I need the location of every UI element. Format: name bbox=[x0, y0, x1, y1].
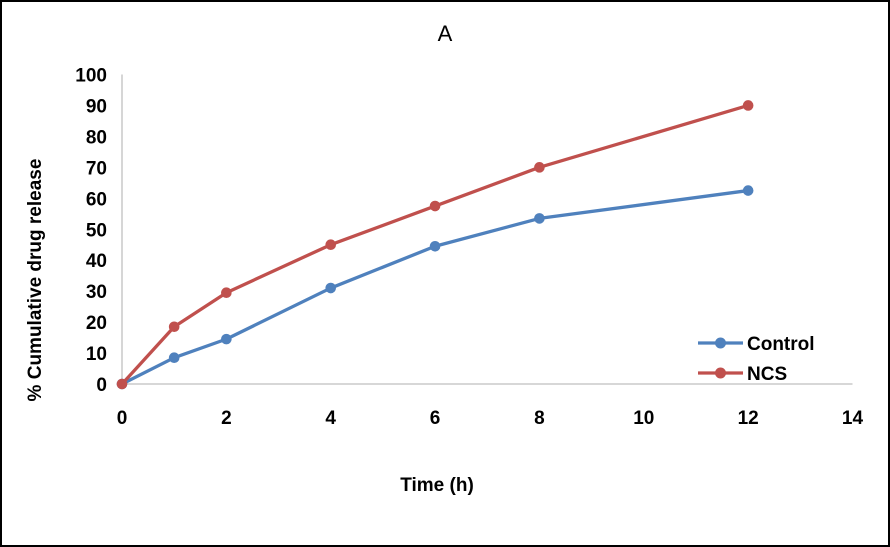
x-tick-label: 12 bbox=[738, 408, 759, 429]
y-tick-label: 90 bbox=[86, 96, 107, 117]
y-tick-label: 20 bbox=[86, 313, 107, 334]
y-tick-label: 70 bbox=[86, 158, 107, 179]
chart-title: A bbox=[437, 21, 453, 46]
x-tick-label: 4 bbox=[325, 408, 336, 429]
x-axis-title: Time (h) bbox=[400, 475, 474, 496]
legend-marker-ncs bbox=[715, 367, 726, 379]
y-tick-label: 60 bbox=[86, 189, 107, 210]
legend-marker-control bbox=[715, 337, 726, 349]
series-marker-control bbox=[429, 240, 441, 252]
series-marker-ncs bbox=[429, 200, 441, 212]
series-marker-control bbox=[742, 185, 754, 196]
legend-label-ncs: NCS bbox=[747, 364, 787, 385]
series-marker-control bbox=[221, 333, 232, 345]
series-line-control bbox=[120, 188, 750, 386]
series-marker-control bbox=[534, 213, 545, 224]
x-tick-label: 2 bbox=[221, 408, 232, 429]
y-tick-label: 30 bbox=[86, 282, 107, 303]
series-marker-ncs bbox=[325, 239, 337, 251]
series-marker-ncs bbox=[742, 100, 754, 111]
legend-label-control: Control bbox=[747, 334, 815, 355]
x-tick-label: 0 bbox=[117, 408, 128, 429]
y-tick-label: 10 bbox=[86, 344, 107, 365]
series-marker-ncs bbox=[534, 162, 545, 173]
y-tick-label: 100 bbox=[75, 66, 107, 87]
x-tick-label: 6 bbox=[430, 408, 441, 429]
x-tick-label: 8 bbox=[534, 408, 545, 429]
series-marker-ncs bbox=[221, 287, 232, 298]
series-marker-ncs bbox=[168, 321, 180, 333]
x-tick-label: 14 bbox=[842, 408, 864, 429]
series-marker-ncs bbox=[116, 378, 128, 390]
y-tick-label: 50 bbox=[86, 220, 107, 241]
y-tick-label: 80 bbox=[86, 127, 107, 148]
series-marker-control bbox=[325, 282, 337, 294]
x-tick-label: 10 bbox=[633, 408, 654, 429]
y-tick-label: 0 bbox=[96, 375, 107, 396]
series-marker-control bbox=[168, 352, 180, 363]
y-tick-label: 40 bbox=[86, 251, 107, 272]
